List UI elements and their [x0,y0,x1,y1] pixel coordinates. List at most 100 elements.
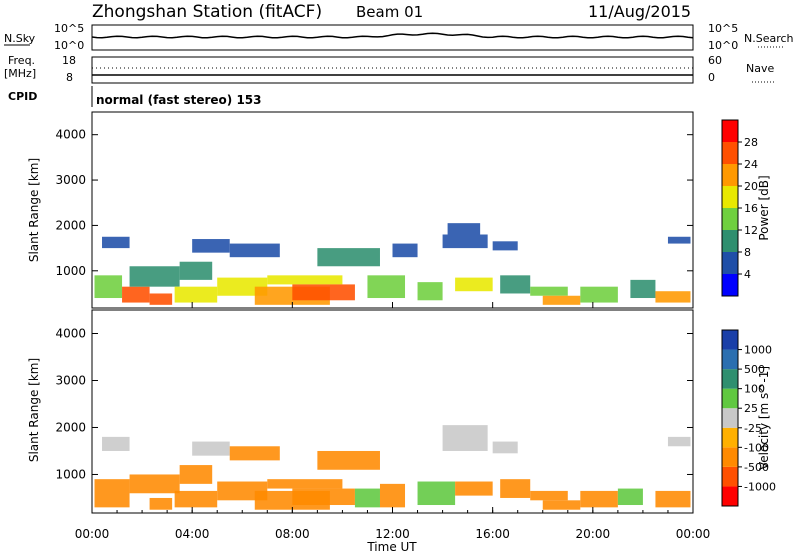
colorbar-tick-label: -500 [744,461,769,474]
x-tick-label: 16:00 [475,527,510,541]
freq-panel-frame [91,56,694,84]
colorbar-tick-label: 24 [744,158,758,171]
y-tick-label: 3000 [55,373,86,387]
data-cell [442,425,488,451]
data-cell [354,488,380,508]
power-colorbar-ticks: 28 24 20 16 12 8 4 [738,136,758,281]
data-cell [655,490,691,508]
data-cell [102,436,130,451]
data-cell [542,295,581,305]
y-tick-label: 1000 [55,467,86,481]
data-cell [667,236,691,244]
data-cell [129,474,180,494]
data-cell [442,234,488,249]
velocity-colorbar-frame [721,329,739,507]
velocity-colorbar-ticks: 1000 500 100 25 -25 -100 -500 -1000 [738,344,776,493]
power-y-axis-label: Slant Range [km] [27,158,41,262]
colorbar-tick-label: 12 [744,224,758,237]
colorbar-tick-label: 8 [744,246,751,259]
colorbar-tick-label: 16 [744,202,758,215]
nave-label: Nave [746,62,774,75]
data-cell [229,446,280,461]
x-axis-ticks: 00:00 04:00 08:00 12:00 16:00 20:00 00:00 [75,302,711,541]
data-cell [655,291,691,303]
colorbar-tick-label: -25 [744,422,762,435]
x-tick-label: 12:00 [375,527,410,541]
power-y-ticks: 4000 3000 2000 1000 [55,128,693,278]
data-cell [392,243,418,258]
data-cell [292,488,355,506]
data-cell [492,441,518,454]
data-cell [229,243,280,258]
nsearch-tick-top: 10^5 [708,22,738,35]
data-cell [417,282,443,301]
data-cell [580,490,618,508]
freq-tick-top: 18 [62,54,76,67]
nsky-series [91,32,694,39]
freq-label: Freq. [8,54,35,67]
nsky-label: N.Sky [4,32,36,45]
freq-tick-bottom: 8 [66,71,73,84]
colorbar-swatch [722,408,738,428]
colorbar-swatch [722,486,738,506]
data-cell [500,479,531,498]
colorbar-swatch [722,120,738,142]
data-cell [617,488,643,506]
colorbar-swatch [722,349,738,370]
x-tick-label: 04:00 [175,527,210,541]
colorbar-tick-label: 1000 [744,344,772,357]
date-label: 11/Aug/2015 [588,2,691,21]
x-tick-label: 00:00 [75,527,110,541]
data-cell [317,450,380,470]
data-cell [447,223,481,235]
velocity-heatmap [94,425,691,510]
colorbar-tick-label: 25 [744,402,758,415]
data-cell [455,277,493,292]
colorbar-tick-label: 500 [744,363,765,376]
data-cell [292,284,355,301]
data-cell [667,436,691,447]
colorbar-swatch [722,274,738,296]
x-tick-label: 20:00 [576,527,611,541]
colorbar-swatch [722,230,738,252]
colorbar-tick-label: 4 [744,268,751,281]
y-tick-label: 4000 [55,128,86,142]
power-heatmap [94,223,691,305]
data-cell [129,266,180,287]
y-tick-label: 3000 [55,173,86,187]
nsearch-tick-bottom: 10^0 [708,39,738,52]
data-cell [94,275,123,299]
data-cell [149,293,173,305]
data-cell [530,490,568,501]
data-cell [179,261,213,280]
data-cell [174,286,218,303]
nsearch-label: N.Search [744,32,794,45]
nave-tick-bottom: 0 [708,71,715,84]
nave-tick-top: 60 [708,54,722,67]
data-cell [379,483,406,508]
colorbar-tick-label: 100 [744,383,765,396]
data-cell [367,275,406,299]
beam-label: Beam 01 [356,3,423,21]
x-tick-label: 00:00 [676,527,711,541]
colorbar-swatch [722,252,738,274]
data-cell [580,286,618,303]
data-cell [417,481,456,506]
data-cell [267,275,343,285]
colorbar-swatch [722,427,738,448]
power-colorbar-label: Power [dB] [757,175,771,240]
nsky-tick-bottom: 10^0 [54,39,84,52]
data-cell [94,479,130,508]
station-title: Zhongshan Station (fitACF) [92,2,322,22]
data-cell [630,279,656,299]
data-cell [455,481,493,496]
colorbar-swatch [722,164,738,186]
colorbar-swatch [722,186,738,208]
velocity-y-axis-label: Slant Range [km] [27,358,41,462]
data-cell [174,490,218,508]
data-cell [192,239,230,253]
data-cell [317,248,380,267]
data-cell [530,286,568,296]
colorbar-tick-label: -100 [744,441,769,454]
colorbar-swatch [722,447,738,467]
